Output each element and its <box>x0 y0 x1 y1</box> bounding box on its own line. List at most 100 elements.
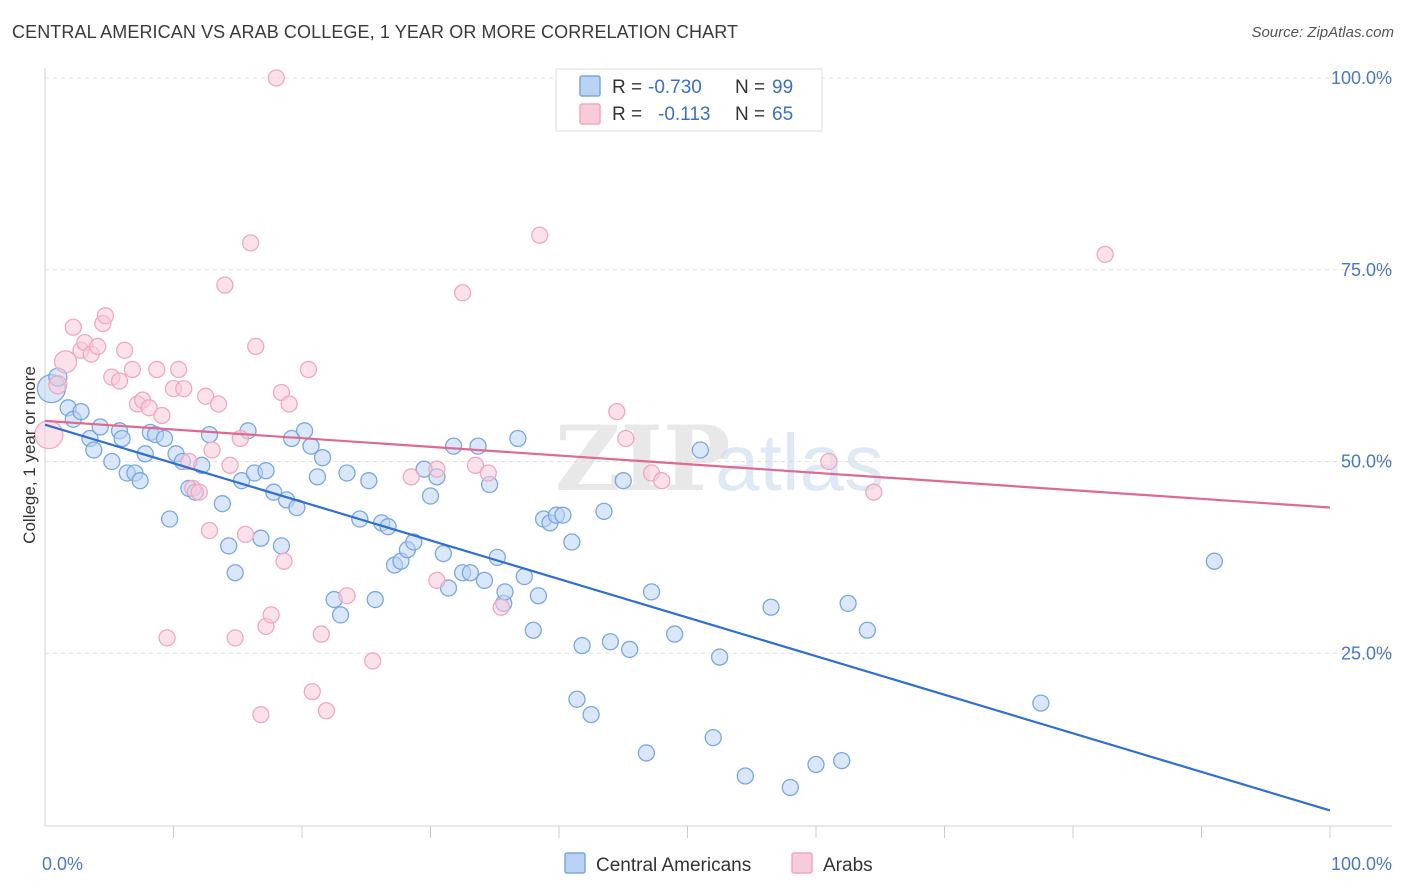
central-americans-point-25 <box>213 495 231 513</box>
arabs-point-57 <box>531 226 549 244</box>
arabs-point-23 <box>180 452 198 471</box>
arabs-point-47 <box>317 702 336 720</box>
central-americans-point-81 <box>601 633 620 651</box>
central-americans-point-33 <box>265 483 283 501</box>
central-americans-point-91 <box>762 598 780 616</box>
x-tick-label-1: 100.0% <box>1331 854 1392 874</box>
stats-r-label-0: R = <box>612 77 642 98</box>
arabs-point-29 <box>209 395 228 413</box>
central-americans-point-86 <box>666 625 684 643</box>
central-americans-point-71 <box>529 587 548 605</box>
stats-r-value-1: -0.113 <box>658 104 710 125</box>
source-label: Source: ZipAtlas.com <box>1251 24 1394 41</box>
central-americans-point-90 <box>736 767 754 785</box>
central-americans-point-84 <box>637 744 656 762</box>
central-americans-point-82 <box>614 472 632 490</box>
central-americans-point-94 <box>833 751 851 770</box>
grid-lines <box>45 77 1392 654</box>
arabs-point-9 <box>96 307 115 325</box>
central-americans-point-53 <box>405 533 423 551</box>
arabs-point-53 <box>453 284 472 302</box>
watermark-atlas: atlas <box>715 418 884 507</box>
y-tick-label-3: 100.0% <box>1331 68 1392 88</box>
central-americans-point-70 <box>524 621 542 639</box>
central-americans-point-41 <box>313 449 332 467</box>
central-americans-point-80 <box>595 502 613 521</box>
central-americans-point-31 <box>252 529 270 547</box>
y-tick-label-1: 50.0% <box>1341 452 1392 472</box>
arabs-point-12 <box>116 341 134 359</box>
arabs-point-45 <box>303 682 321 701</box>
arabs-point-18 <box>153 406 171 425</box>
central-americans-point-97 <box>1032 694 1050 712</box>
arabs-point-26 <box>196 387 215 405</box>
arabs-point-36 <box>247 337 265 356</box>
arabs-point-56 <box>492 598 510 616</box>
central-americans-point-18 <box>160 510 179 528</box>
central-americans-point-47 <box>366 590 384 609</box>
central-americans-point-92 <box>781 778 799 797</box>
arabs-point-48 <box>338 587 356 605</box>
central-americans-point-17 <box>155 429 174 448</box>
central-americans-trend-line <box>44 423 1331 812</box>
x-tick-label-0: 0.0% <box>42 854 83 874</box>
stats-n-label-0: N = <box>735 77 765 98</box>
central-americans-point-78 <box>573 636 591 655</box>
arabs-point-30 <box>216 276 234 294</box>
central-americans-point-61 <box>461 564 479 582</box>
series-legend: Central Americans Arabs <box>564 852 873 876</box>
central-americans-point-67 <box>496 583 514 601</box>
arabs-point-59 <box>617 429 635 448</box>
series-arabs-points <box>34 69 1114 724</box>
arabs-point-17 <box>148 360 166 379</box>
stats-r-value-0: -0.730 <box>648 77 702 98</box>
arabs-point-54 <box>466 456 485 474</box>
central-americans-point-96 <box>858 621 877 639</box>
central-americans-point-32 <box>257 462 275 480</box>
central-americans-point-27 <box>226 564 244 582</box>
watermark: ZIP atlas <box>555 406 884 512</box>
arabs-point-46 <box>312 625 330 643</box>
central-americans-point-38 <box>295 422 314 440</box>
arabs-point-22 <box>175 379 193 398</box>
central-americans-point-63 <box>475 571 494 590</box>
arabs-point-49 <box>364 652 382 670</box>
central-americans-point-44 <box>338 464 356 482</box>
arabs-point-50 <box>402 468 420 486</box>
central-americans-point-46 <box>360 472 378 490</box>
arabs-point-16 <box>140 399 158 417</box>
central-americans-point-68 <box>509 429 527 448</box>
central-americans-point-8 <box>103 452 121 471</box>
series-central-americans-points <box>36 367 1223 797</box>
arabs-point-42 <box>275 552 293 570</box>
chart-title: CENTRAL AMERICAN VS ARAB COLLEGE, 1 YEAR… <box>12 22 739 42</box>
central-americans-point-76 <box>563 533 581 551</box>
y-tick-label-0: 25.0% <box>1341 643 1392 663</box>
central-americans-point-26 <box>220 537 238 555</box>
arabs-point-37 <box>252 705 270 724</box>
y-tick-label-2: 75.0% <box>1341 260 1392 280</box>
stats-n-value-1: 65 <box>772 104 793 125</box>
central-americans-point-4 <box>72 402 90 421</box>
central-americans-point-57 <box>434 544 453 563</box>
legend-label-central-americans: Central Americans <box>596 855 751 876</box>
arabs-point-35 <box>241 234 260 252</box>
central-americans-point-87 <box>691 441 709 459</box>
x-tick-labels: 0.0% 100.0% <box>42 854 1392 874</box>
central-americans-point-7 <box>91 418 109 436</box>
arabs-point-32 <box>226 629 244 647</box>
legend-swatch-arabs <box>791 852 813 874</box>
arabs-point-43 <box>280 395 298 413</box>
central-americans-point-95 <box>839 594 857 613</box>
arabs-point-34 <box>236 525 255 544</box>
central-americans-point-59 <box>444 437 463 455</box>
x-tick-marks <box>173 826 1331 838</box>
central-americans-point-10 <box>113 429 131 448</box>
central-americans-point-13 <box>131 472 149 490</box>
arabs-trend-line <box>44 419 1331 509</box>
central-americans-point-62 <box>469 437 487 455</box>
arabs-point-21 <box>169 360 188 379</box>
trend-lines <box>44 419 1331 812</box>
central-americans-point-83 <box>621 640 639 659</box>
